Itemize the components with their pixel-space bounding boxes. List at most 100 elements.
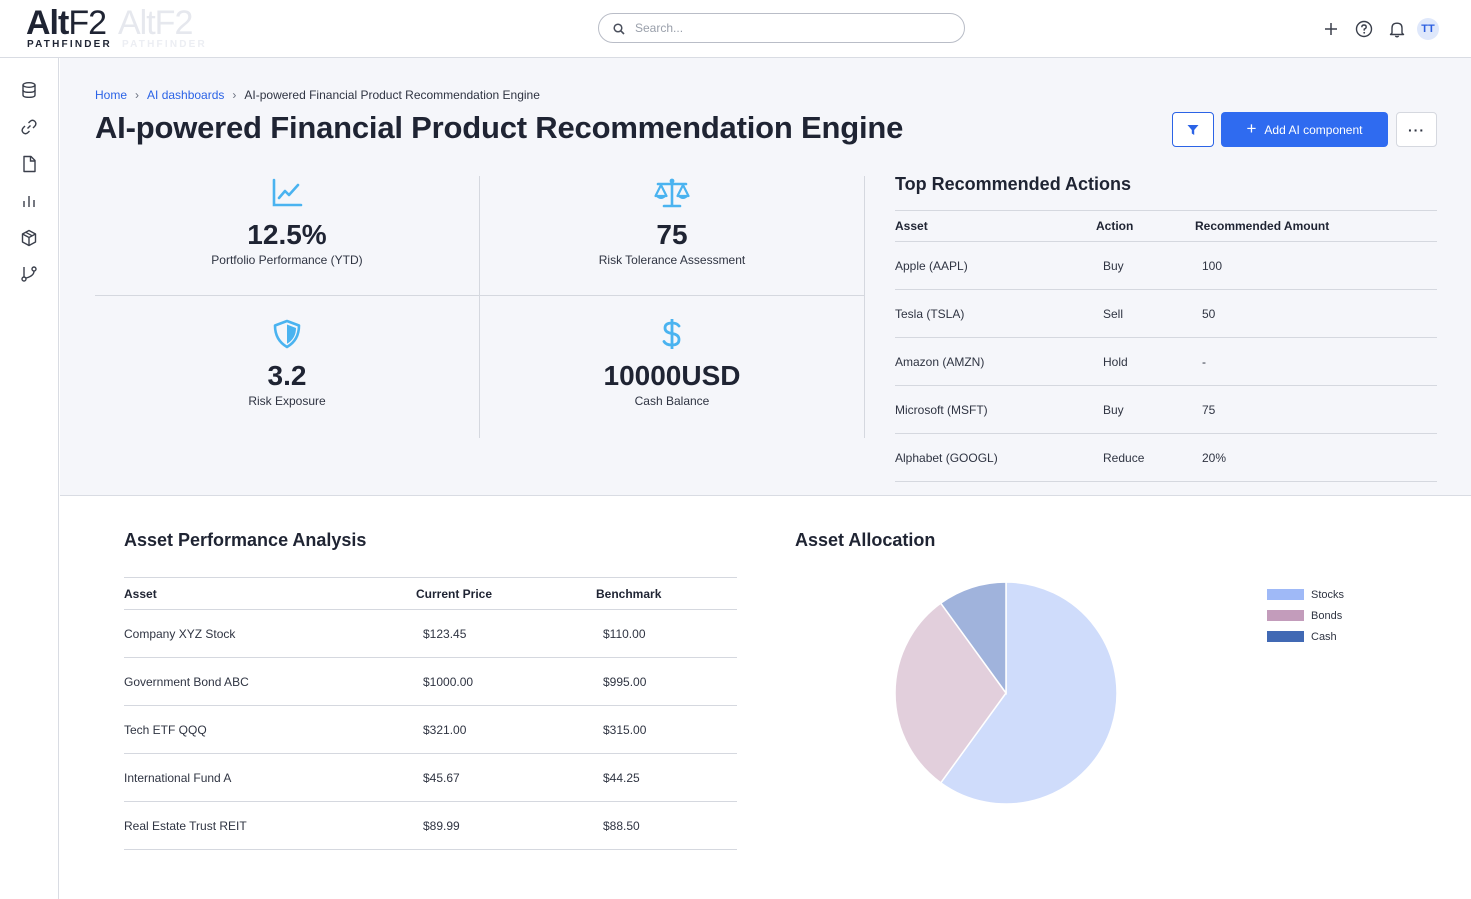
table-row: Alphabet (GOOGL) Reduce 20% [895, 433, 1437, 482]
shield-icon [95, 317, 479, 351]
asset-cell: International Fund A [124, 753, 416, 802]
sidebar [0, 58, 59, 899]
amount-cell: 100 [1195, 241, 1437, 290]
action-cell: Sell [1096, 289, 1195, 338]
asset-cell: Tesla (TSLA) [895, 289, 1096, 338]
kpi-cash-balance: 10000USD Cash Balance [480, 317, 864, 408]
logo-ghost: AltF2 [118, 4, 193, 42]
breadcrumb-separator: › [135, 88, 140, 102]
column-header: Action [1096, 210, 1195, 242]
table-row: International Fund A $45.67 $44.25 [124, 753, 737, 802]
benchmark-cell: $88.50 [596, 801, 737, 850]
legend-item-cash[interactable]: Cash [1267, 626, 1344, 647]
database-icon[interactable] [19, 80, 39, 100]
asset-allocation-title: Asset Allocation [795, 530, 936, 550]
table-row: Real Estate Trust REIT $89.99 $88.50 [124, 801, 737, 850]
column-header: Asset [124, 577, 416, 610]
kpi-value: 3.2 [267, 360, 307, 391]
amount-cell: 20% [1195, 433, 1437, 482]
benchmark-cell: $44.25 [596, 753, 737, 802]
more-options-button[interactable]: ··· [1396, 112, 1437, 147]
page-title: AI-powered Financial Product Recommendat… [95, 110, 904, 145]
asset-cell: Real Estate Trust REIT [124, 801, 416, 850]
branch-icon[interactable] [19, 264, 39, 284]
kpi-risk-tolerance: 75 Risk Tolerance Assessment [480, 176, 864, 267]
table-row: Microsoft (MSFT) Buy 75 [895, 385, 1437, 434]
line-chart-icon [95, 176, 479, 210]
breadcrumb: Home › AI dashboards › AI-powered Financ… [95, 88, 540, 102]
pie-legend: Stocks Bonds Cash [1267, 584, 1344, 647]
action-cell: Reduce [1096, 433, 1195, 482]
benchmark-cell: $315.00 [596, 705, 737, 754]
link-icon[interactable] [19, 117, 39, 137]
column-header: Recommended Amount [1195, 210, 1437, 242]
breadcrumb-ai-dashboards[interactable]: AI dashboards [147, 88, 225, 102]
asset-performance-title: Asset Performance Analysis [124, 530, 367, 550]
table-row: Company XYZ Stock $123.45 $110.00 [124, 609, 737, 658]
divider [479, 176, 480, 438]
asset-cell: Government Bond ABC [124, 657, 416, 706]
bar-chart-icon[interactable] [19, 191, 39, 211]
bell-icon[interactable] [1380, 16, 1413, 42]
price-cell: $123.45 [416, 609, 596, 658]
price-cell: $1000.00 [416, 657, 596, 706]
user-avatar[interactable]: TT [1417, 18, 1439, 40]
table-row: Government Bond ABC $1000.00 $995.00 [124, 657, 737, 706]
breadcrumb-separator: › [232, 88, 237, 102]
action-cell: Hold [1096, 337, 1195, 386]
asset-performance-table: Asset Current Price Benchmark Company XY… [124, 577, 737, 850]
asset-cell: Alphabet (GOOGL) [895, 433, 1096, 482]
table-header-row: Asset Action Recommended Amount [895, 210, 1437, 242]
column-header: Asset [895, 210, 1096, 242]
action-cell: Buy [1096, 241, 1195, 290]
legend-label: Cash [1311, 630, 1337, 643]
breadcrumb-home[interactable]: Home [95, 88, 128, 102]
dollar-icon [480, 317, 864, 351]
plus-icon: + [1246, 118, 1257, 138]
kpi-grid: 12.5% Portfolio Performance (YTD) 75 Ris… [95, 176, 865, 438]
logo-wordmark: AltF2 [26, 4, 107, 42]
divider [95, 295, 865, 296]
search-icon [613, 23, 625, 35]
price-cell: $89.99 [416, 801, 596, 850]
search-bar[interactable] [598, 13, 965, 43]
add-icon[interactable] [1314, 16, 1347, 42]
logo-tagline: PATHFINDER [27, 39, 112, 50]
kpi-value: 12.5% [247, 219, 327, 250]
filter-button[interactable] [1172, 112, 1214, 147]
amount-cell: - [1195, 337, 1437, 386]
breadcrumb-current: AI-powered Financial Product Recommendat… [244, 88, 540, 102]
recommended-actions-title: Top Recommended Actions [895, 174, 1132, 194]
header-actions: TT [1314, 16, 1439, 42]
recommended-actions-panel: Top Recommended Actions Asset Action Rec… [895, 174, 1437, 482]
asset-allocation-pie-chart [894, 581, 1118, 805]
kpi-label: Risk Exposure [248, 394, 326, 408]
logo-tagline-ghost: PATHFINDER [122, 39, 207, 50]
amount-cell: 75 [1195, 385, 1437, 434]
pie-slice-stocks[interactable] [939, 581, 1118, 805]
table-header-row: Asset Current Price Benchmark [124, 577, 737, 610]
help-icon[interactable] [1347, 16, 1380, 42]
asset-performance-panel: Asset Performance Analysis Asset Current… [124, 530, 737, 850]
legend-swatch [1267, 589, 1304, 600]
search-input[interactable] [635, 18, 945, 38]
recommended-actions-table: Asset Action Recommended Amount Apple (A… [895, 210, 1437, 482]
legend-swatch [1267, 631, 1304, 642]
divider [864, 176, 865, 438]
cube-icon[interactable] [19, 228, 39, 248]
legend-item-stocks[interactable]: Stocks [1267, 584, 1344, 605]
add-ai-component-label: Add AI component [1264, 122, 1363, 137]
asset-cell: Amazon (AMZN) [895, 337, 1096, 386]
legend-label: Bonds [1311, 609, 1343, 622]
document-icon[interactable] [19, 154, 39, 174]
asset-cell: Microsoft (MSFT) [895, 385, 1096, 434]
add-ai-component-button[interactable]: + Add AI component [1221, 112, 1388, 147]
pie-slice-cash[interactable] [939, 581, 1007, 696]
action-cell: Buy [1096, 385, 1195, 434]
price-cell: $321.00 [416, 705, 596, 754]
kpi-value: 75 [656, 219, 688, 250]
pie-slice-bonds[interactable] [894, 602, 1007, 784]
altf2-logo[interactable]: AltF2 AltF2 PATHFINDER PATHFINDER [26, 6, 216, 52]
legend-item-bonds[interactable]: Bonds [1267, 605, 1344, 626]
asset-cell: Company XYZ Stock [124, 609, 416, 658]
